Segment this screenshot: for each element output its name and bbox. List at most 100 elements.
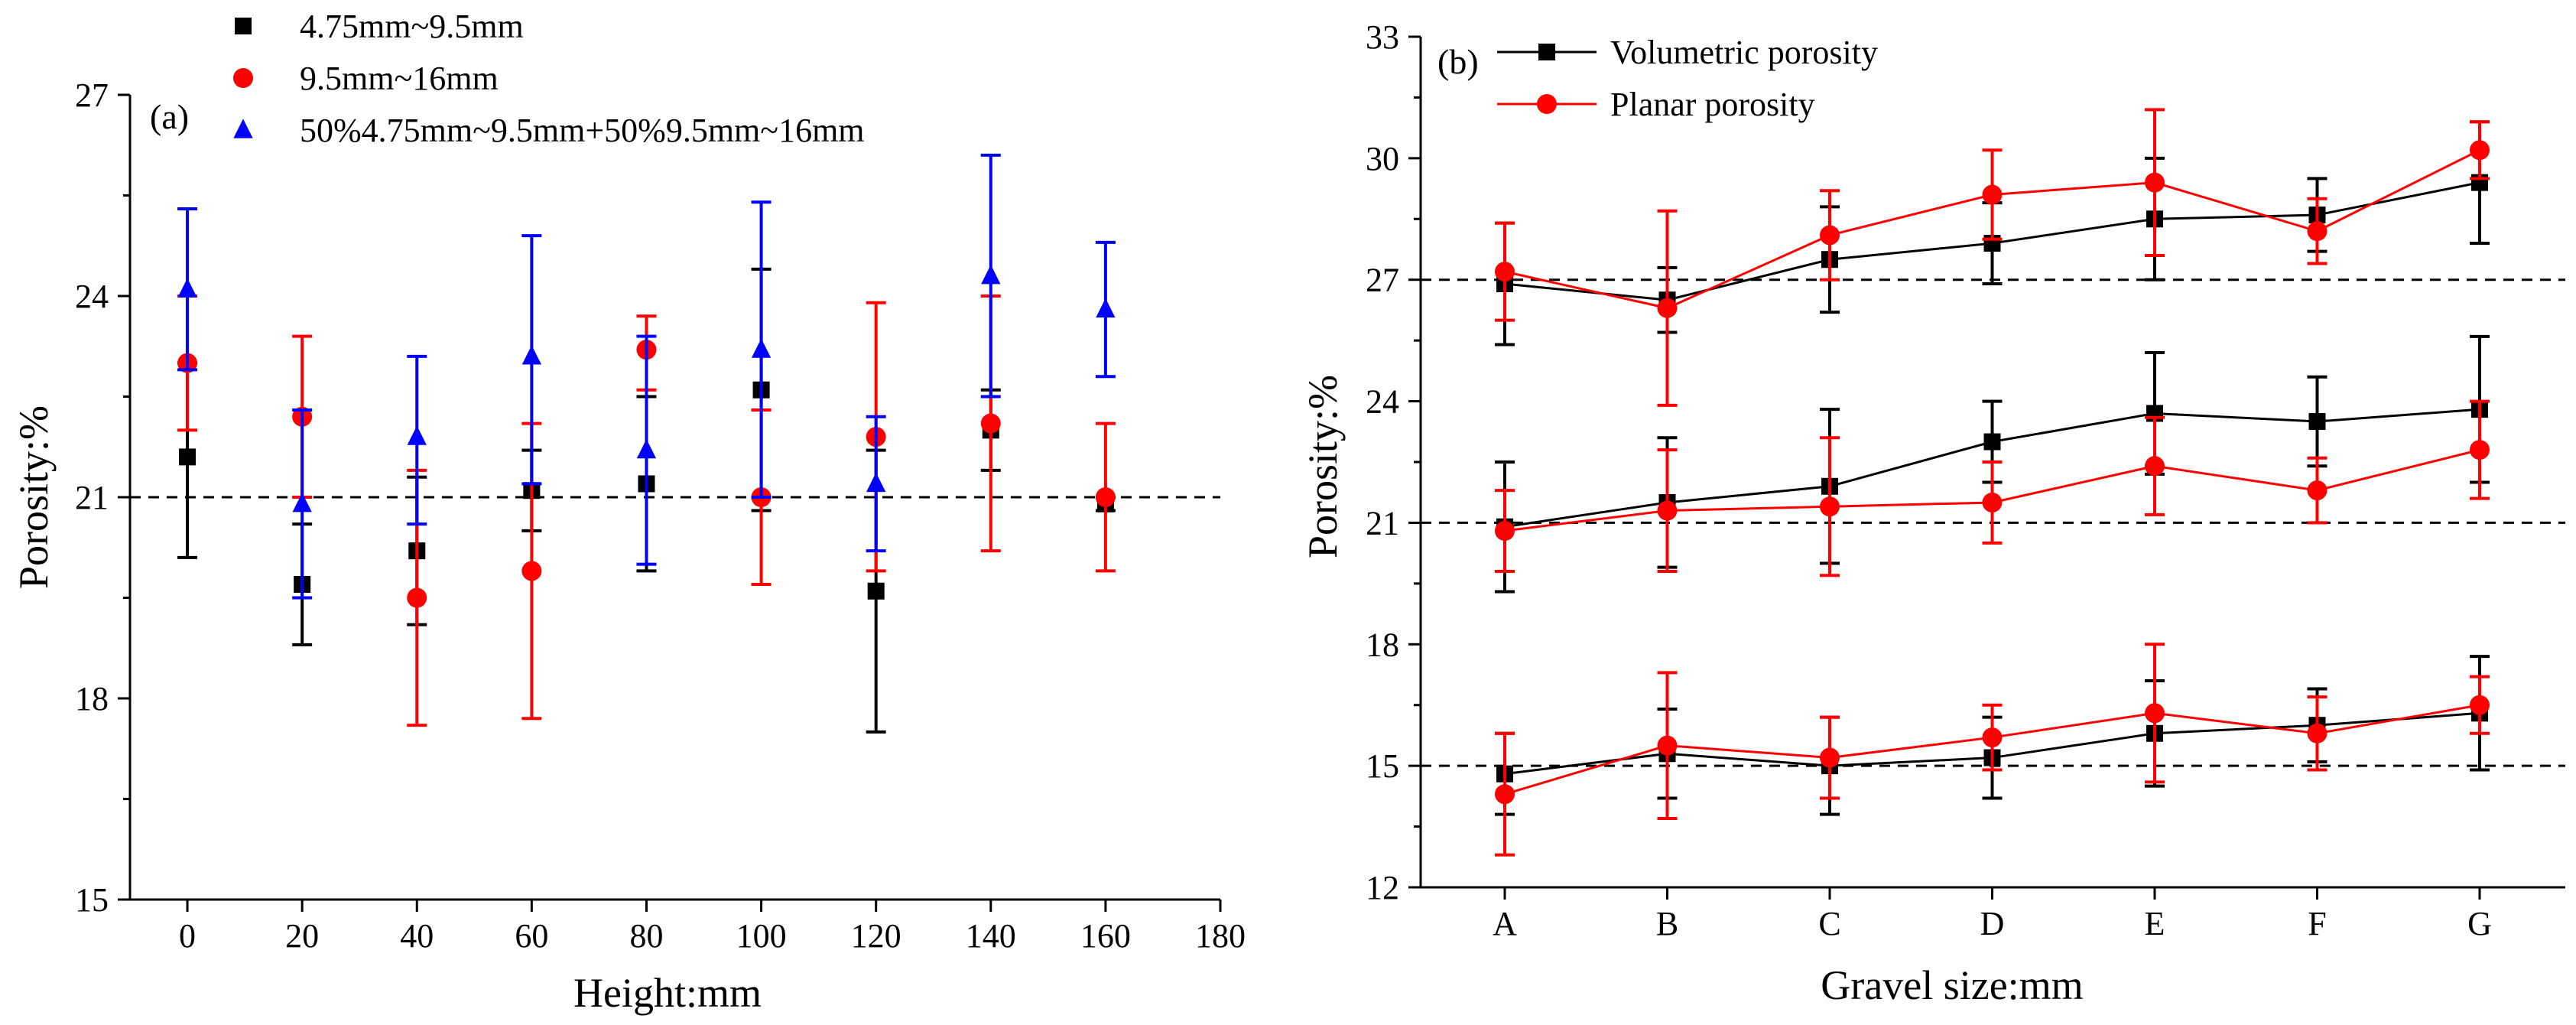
panel-b-legend-label: Planar porosity [1610,86,1815,123]
panel-b-y-tick-label: 12 [1366,869,1399,906]
panel-b-series-group [1495,108,2490,407]
panel-b-point [1982,184,2003,205]
panel-b-point [1657,500,1678,521]
panel-a-point [980,413,1001,434]
panel-a-y-ticks: 15 18 21 24 27 [75,76,130,919]
panel-b-point [1982,492,2003,512]
panel-a-y-tick-label: 15 [75,881,109,919]
panel-a-x-tick-label: 180 [1195,917,1246,955]
panel-b-x-tick-label: E [2145,905,2165,942]
panel-b-point [1657,298,1678,318]
panel-b-y-tick-label: 18 [1366,626,1399,663]
panel-b-legend-entry: Volumetric porosity [1497,34,1878,71]
panel-b-point [1495,521,1515,542]
panel-b-point [1495,262,1515,282]
panel-a-point [1095,487,1116,507]
panel-b-series [1495,108,2490,857]
panel-a-x-tick-label: 40 [400,917,434,955]
panel-b-point [1495,784,1515,805]
panel-b-legend-entry: Planar porosity [1497,86,1815,123]
panel-a-legend: 4.75mm~9.5mm 9.5mm~16mm 50%4.75mm~9.5mm+50… [233,8,865,149]
panel-a-legend-marker [235,18,252,34]
panel-a-point [751,338,772,358]
panel-b-series-group [1495,643,2490,857]
panel-b-legend-label: Volumetric porosity [1610,34,1878,71]
panel-b-point [2145,172,2165,193]
panel-b-x-tick-label: F [2308,905,2326,942]
panel-a-point [1096,298,1116,318]
panel-a-legend-entry: 9.5mm~16mm [233,60,499,97]
panel-b-point [2307,221,2327,242]
panel-b-y-tick-label: 30 [1366,140,1399,177]
panel-a-x-tick-label: 0 [179,917,196,955]
panel-b-y-tick-label: 27 [1366,262,1399,299]
panel-b-point [1982,727,2003,748]
panel-a-x-ticks: 0 20 40 60 80 100 120 140 160 180 [179,900,1246,955]
panel-b-point [1983,433,2001,451]
panel-b-point [1657,735,1678,756]
panel-b-point [2145,456,2165,477]
panel-a-y-axis-label: Porosity:% [11,405,57,589]
panel-b-x-tick-label: C [1818,905,1840,942]
panel-a-point [636,438,657,459]
panel-a-point [521,345,542,365]
panel-a-x-axis-label: Height:mm [573,970,762,1016]
panel-b-plot-area [1421,108,2565,857]
panel-b-y-tick-label: 21 [1366,504,1399,542]
panel-a-point [867,582,885,600]
panel-a-x-tick-label: 140 [966,917,1016,955]
panel-b-x-tick-label: B [1656,905,1678,942]
panel-a-y-tick-label: 24 [75,278,109,315]
panel-a-point [292,493,312,512]
panel-b-x-tick-label: A [1493,905,1517,942]
chart-panel-b: A B C D E F G 12 15 18 21 24 27 30 33 (b) Gravel size… [1300,18,2565,1008]
panel-a-label: (a) [150,97,189,136]
panel-a-y-tick-label: 18 [75,680,109,718]
panel-a-plot-area [130,153,1220,734]
panel-b-x-tick-label: G [2467,905,2492,942]
panel-a-point [407,425,427,445]
panel-b-y-tick-label: 33 [1366,18,1399,56]
panel-b-y-axis-label: Porosity:% [1300,375,1346,558]
panel-a-point [981,265,1001,285]
panel-a-legend-label: 4.75mm~9.5mm [300,8,524,45]
panel-b-series-group [1495,399,2490,578]
panel-b-point [2470,440,2490,460]
panel-a-series [177,153,1116,600]
panel-a-legend-label: 9.5mm~16mm [300,60,499,97]
panel-a-y-tick-label: 21 [75,479,109,516]
panel-a-point [866,472,886,493]
panel-b-x-axis-label: Gravel size:mm [1821,962,2083,1008]
panel-b-point [1820,225,1840,246]
panel-b-legend-marker [1538,44,1555,60]
panel-a-point [177,278,197,298]
panel-b-point [2307,480,2327,501]
panel-a-point [179,448,197,466]
panel-b-point [2307,723,2327,744]
panel-a-legend-marker [233,119,253,138]
panel-b-point [2470,695,2490,715]
panel-a-legend-label: 50%4.75mm~9.5mm+50%9.5mm~16mm [300,112,865,149]
panel-a-x-tick-label: 20 [285,917,319,955]
panel-b-x-tick-label: D [1980,905,2005,942]
panel-b-x-ticks: A B C D E F G [1493,887,2492,942]
panel-a-x-tick-label: 100 [736,917,787,955]
panel-b-legend-marker [1537,94,1557,114]
panel-b-legend: Volumetric porosity Planar porosity [1497,34,1878,123]
panel-b-y-tick-label: 24 [1366,383,1399,421]
panel-b-y-tick-label: 15 [1366,747,1399,785]
panel-b-label: (b) [1437,42,1479,81]
panel-a-legend-entry: 4.75mm~9.5mm [235,8,524,45]
panel-a-point [407,587,427,608]
panel-a-legend-entry: 50%4.75mm~9.5mm+50%9.5mm~16mm [233,112,865,149]
panel-a-legend-marker [233,68,253,88]
panel-a-x-tick-label: 60 [515,917,548,955]
panel-a-x-tick-label: 160 [1080,917,1131,955]
panel-b-point [2145,703,2165,724]
panel-b-point [1820,496,1840,517]
panel-a-point [521,561,542,581]
panel-a-y-tick-label: 27 [75,76,109,114]
panel-a-x-tick-label: 80 [629,917,663,955]
